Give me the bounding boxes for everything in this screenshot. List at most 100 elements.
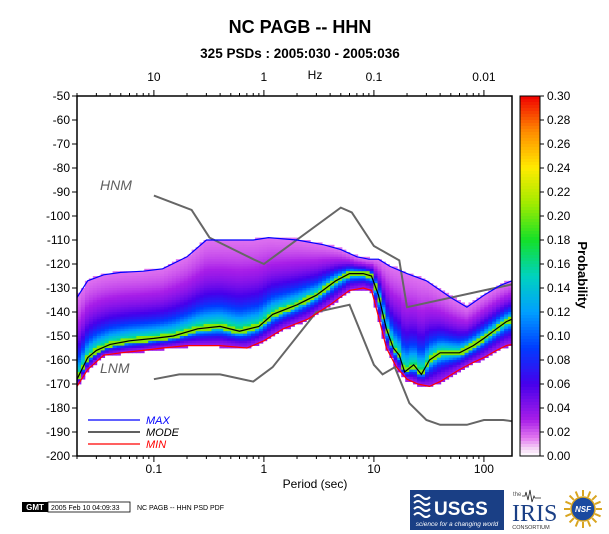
heatmap-cell (199, 273, 204, 277)
heatmap-cell (500, 309, 505, 313)
heatmap-cell (393, 360, 398, 363)
heatmap-cell (508, 302, 513, 306)
heatmap-cell (460, 326, 465, 330)
heatmap-cell (389, 297, 394, 301)
heatmap-cell (266, 328, 272, 332)
heatmap-cell (243, 300, 248, 303)
heatmap-cell (112, 283, 117, 286)
heatmap-cell (464, 355, 469, 358)
heatmap-cell (440, 369, 446, 373)
heatmap-cell (239, 244, 244, 248)
heatmap-cell (207, 273, 212, 277)
heatmap-cell (508, 309, 513, 313)
legend-min-label: MIN (146, 439, 166, 451)
heatmap-cell (207, 336, 212, 339)
heatmap-cell (326, 297, 331, 301)
heatmap-cell (504, 297, 509, 301)
heatmap-cell (330, 254, 335, 258)
heatmap-cell (140, 276, 145, 279)
heatmap-cell (456, 352, 461, 356)
heatmap-cell (500, 319, 505, 322)
heatmap-cell (282, 240, 287, 243)
heatmap-cell (179, 259, 185, 262)
heatmap-cell (112, 319, 117, 322)
heatmap-cell (215, 292, 220, 296)
heatmap-cell (231, 304, 236, 308)
heatmap-cell (278, 266, 284, 270)
heatmap-cell (128, 283, 133, 286)
heatmap-cell (421, 326, 426, 330)
heatmap-cell (294, 252, 299, 255)
heatmap-cell (215, 290, 220, 294)
heatmap-cell (195, 290, 200, 294)
heatmap-cell (357, 259, 363, 262)
heatmap-cell (223, 309, 228, 313)
heatmap-cell (361, 261, 367, 265)
heatmap-cell (456, 345, 461, 349)
heatmap-cell (480, 304, 485, 308)
heatmap-cell (500, 312, 505, 315)
heatmap-cell (148, 321, 153, 325)
heatmap-cell (436, 343, 442, 346)
heatmap-cell (432, 324, 438, 327)
heatmap-cell (417, 367, 422, 370)
heatmap-cell (432, 367, 438, 370)
heatmap-cell (258, 312, 264, 315)
heatmap-cell (274, 254, 280, 258)
heatmap-cell (500, 307, 505, 310)
heatmap-cell (334, 280, 339, 284)
heatmap-cell (215, 309, 220, 313)
heatmap-cell (140, 285, 145, 289)
heatmap-cell (104, 295, 110, 298)
heatmap-cell (456, 340, 461, 344)
heatmap-cell (215, 302, 220, 306)
heatmap-cell (136, 295, 141, 298)
heatmap-cell (373, 302, 378, 306)
y-tick-label: -180 (46, 401, 70, 415)
heatmap-cell (290, 252, 295, 255)
heatmap-cell (100, 319, 106, 322)
heatmap-cell (306, 307, 311, 310)
heatmap-cell (254, 300, 260, 303)
heatmap-cell (175, 297, 181, 301)
heatmap-cell (464, 345, 469, 349)
heatmap-cell (377, 295, 382, 298)
heatmap-cell (326, 292, 331, 296)
heatmap-cell (247, 343, 252, 346)
heatmap-cell (88, 357, 94, 361)
heatmap-cell (100, 350, 106, 354)
heatmap-cell (397, 357, 402, 361)
heatmap-cell (207, 316, 212, 320)
heatmap-cell (108, 280, 113, 284)
heatmap-cell (243, 278, 248, 282)
heatmap-cell (417, 336, 422, 339)
heatmap-cell (144, 340, 149, 344)
heatmap-cell (409, 276, 414, 279)
heatmap-cell (254, 319, 260, 322)
heatmap-cell (421, 357, 426, 361)
heatmap-cell (318, 295, 323, 298)
heatmap-cell (425, 367, 430, 370)
heatmap-cell (243, 312, 248, 315)
heatmap-cell (112, 331, 117, 334)
colorbar-band (520, 270, 540, 274)
heatmap-cell (77, 352, 82, 356)
heatmap-cell (432, 326, 438, 330)
heatmap-cell (219, 276, 224, 279)
heatmap-cell (219, 309, 224, 313)
heatmap-cell (100, 348, 106, 351)
heatmap-cell (334, 276, 339, 279)
heatmap-cell (84, 321, 90, 325)
heatmap-cell (207, 295, 212, 298)
heatmap-cell (274, 319, 280, 322)
heatmap-cell (397, 304, 402, 308)
heatmap-cell (377, 302, 382, 306)
heatmap-cell (235, 297, 240, 301)
heatmap-cell (262, 295, 268, 298)
heatmap-cell (211, 285, 216, 289)
heatmap-cell (381, 297, 386, 301)
heatmap-cell (183, 345, 189, 349)
heatmap-cell (361, 266, 367, 270)
heatmap-cell (144, 304, 149, 308)
heatmap-cell (444, 350, 450, 354)
